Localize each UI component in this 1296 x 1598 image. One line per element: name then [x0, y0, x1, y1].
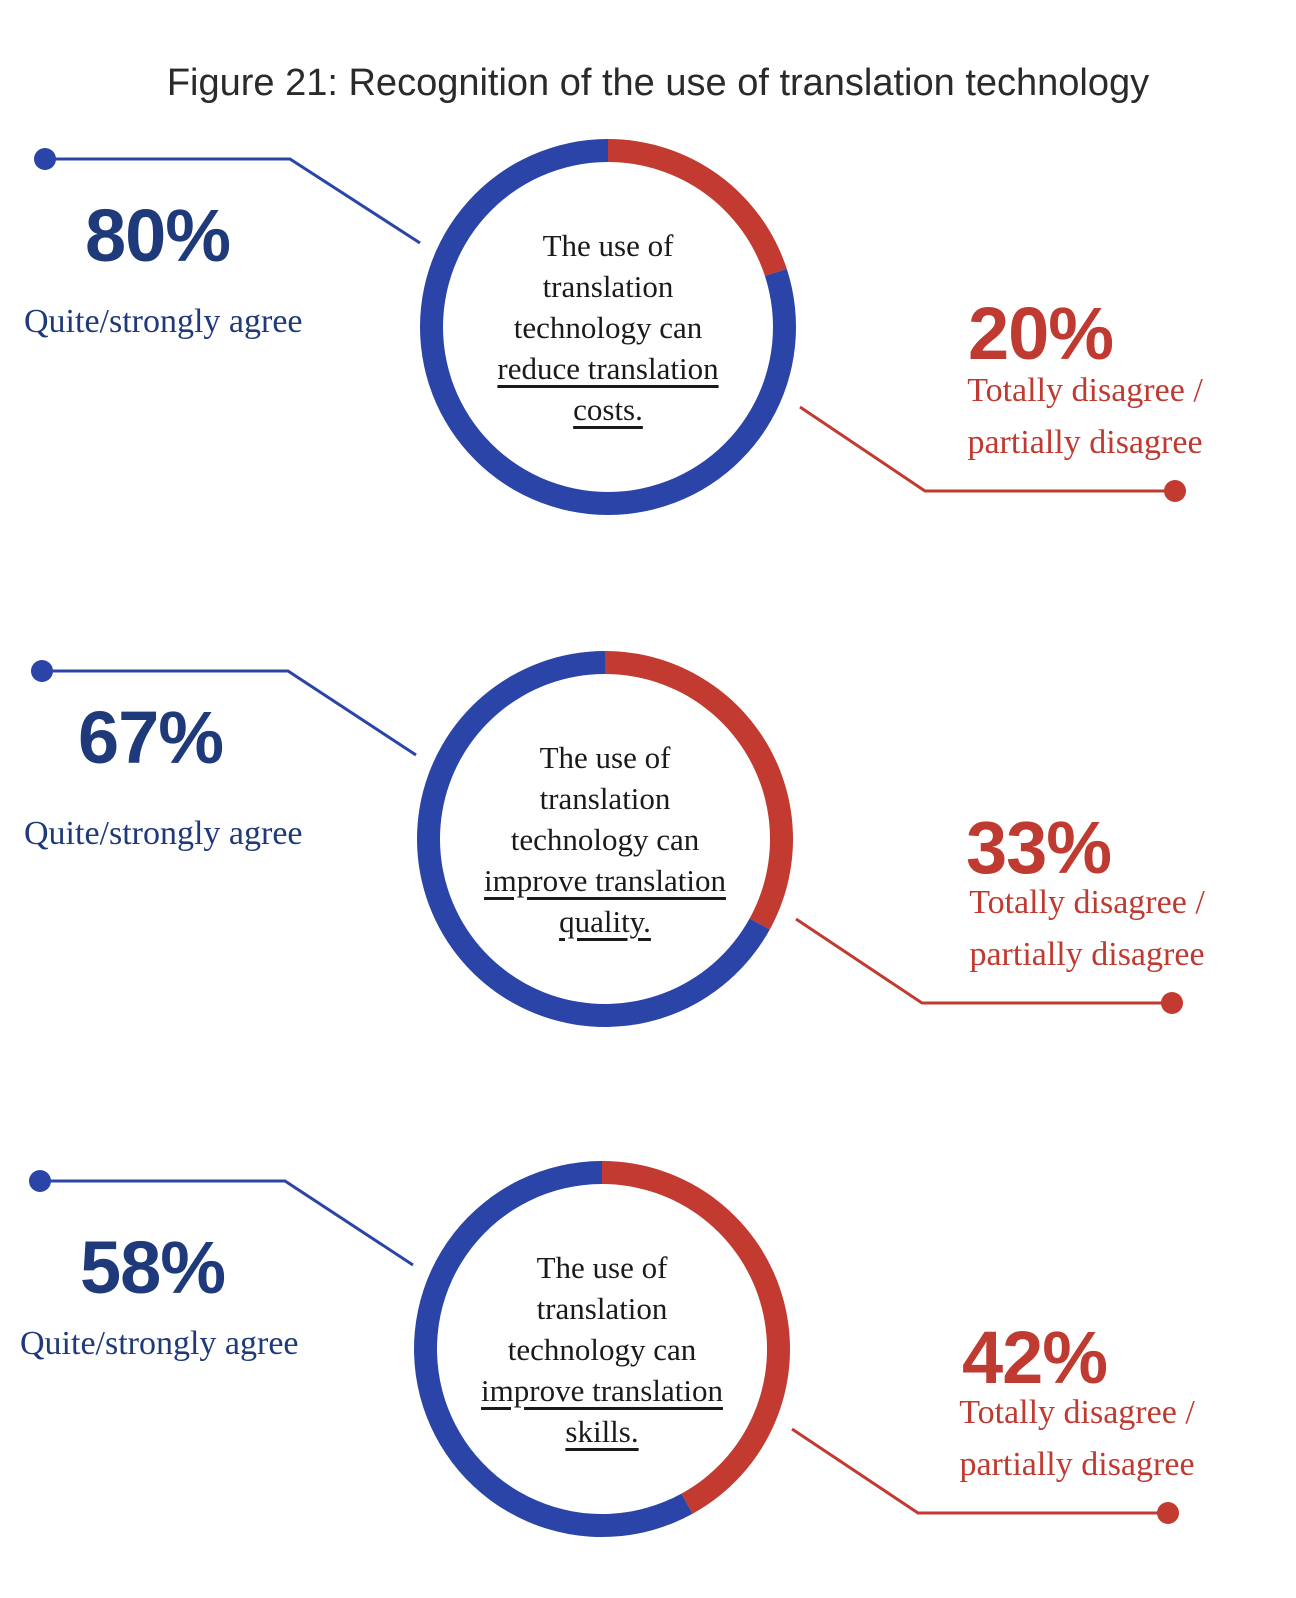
agree-percentage: 58% — [80, 1226, 226, 1309]
center-text-line: translation — [542, 268, 674, 304]
donut-center-text: The use of translation technology can re… — [480, 209, 736, 445]
disagree-label-line: partially disagree — [969, 936, 1205, 973]
donut-chart: The use of translation technology can im… — [415, 649, 795, 1029]
center-text-line: improve translation — [481, 1372, 723, 1408]
disagree-segment — [602, 1161, 790, 1514]
donut-center-text: The use of translation technology can im… — [474, 1231, 730, 1467]
agree-label: Quite/strongly agree — [24, 303, 303, 340]
donut-chart: The use of translation technology can im… — [412, 1159, 792, 1539]
center-text-line: reduce translation — [497, 350, 719, 386]
disagree-connector-line — [799, 405, 1175, 493]
disagree-label-line: Totally disagree / — [969, 884, 1205, 921]
center-text-line: quality. — [559, 903, 651, 939]
agree-connector-line — [40, 1179, 414, 1267]
disagree-label-line: Totally disagree / — [967, 372, 1203, 409]
disagree-percentage: 42% — [962, 1316, 1108, 1399]
disagree-label: Totally disagree / partially disagree — [932, 1387, 1222, 1491]
disagree-label-line: Totally disagree / — [959, 1394, 1195, 1431]
center-text-line: skills. — [565, 1413, 639, 1449]
agree-label: Quite/strongly agree — [20, 1325, 299, 1362]
disagree-percentage: 20% — [968, 292, 1114, 375]
agree-percentage: 67% — [78, 696, 224, 779]
disagree-label: Totally disagree / partially disagree — [940, 365, 1230, 469]
agree-connector-line — [45, 157, 421, 245]
connector-lines — [31, 660, 1183, 1014]
center-text-line: costs. — [573, 391, 643, 427]
donut-center-text: The use of translation technology can im… — [477, 721, 733, 957]
center-text-line: improve translation — [484, 862, 726, 898]
chart-panel-1: The use of translation technology can re… — [0, 135, 1296, 525]
disagree-segment — [605, 651, 793, 930]
disagree-percentage: 33% — [966, 806, 1112, 889]
agree-label: Quite/strongly agree — [24, 815, 303, 852]
center-text-line: technology can — [507, 1331, 697, 1367]
disagree-connector-line — [791, 1427, 1168, 1515]
disagree-segment — [608, 139, 787, 277]
chart-panel-3: The use of translation technology can im… — [0, 1157, 1296, 1547]
agree-connector-line — [42, 669, 417, 757]
center-text-line: technology can — [513, 309, 703, 345]
center-text-line: The use of — [536, 1249, 668, 1285]
donut-chart: The use of translation technology can re… — [418, 137, 798, 517]
center-text-line: The use of — [542, 227, 674, 263]
figure-title: Figure 21: Recognition of the use of tra… — [166, 62, 1150, 104]
disagree-label-line: partially disagree — [967, 424, 1203, 461]
center-text-line: The use of — [539, 739, 671, 775]
chart-panel-2: The use of translation technology can im… — [0, 647, 1296, 1037]
center-text-line: technology can — [510, 821, 700, 857]
connector-lines — [34, 148, 1186, 502]
disagree-label: Totally disagree / partially disagree — [942, 877, 1232, 981]
center-text-line: translation — [539, 780, 671, 816]
disagree-connector-line — [795, 917, 1172, 1005]
center-text-line: translation — [536, 1290, 668, 1326]
agree-percentage: 80% — [85, 194, 231, 277]
disagree-label-line: partially disagree — [959, 1446, 1195, 1483]
connector-lines — [29, 1170, 1179, 1524]
